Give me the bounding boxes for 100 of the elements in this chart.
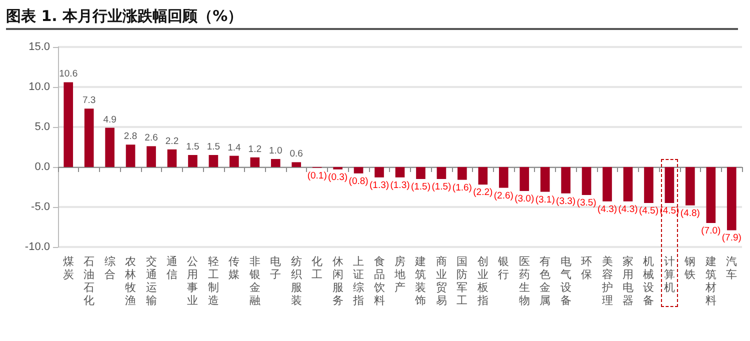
data-label: (1.5) — [432, 182, 452, 192]
x-tick-label: 电气设备 — [560, 255, 572, 307]
bar — [374, 167, 384, 178]
x-tick-label: 有色金属 — [540, 255, 551, 307]
y-tick-label: 15.0 — [28, 41, 50, 53]
y-tick-label: 10.0 — [28, 81, 50, 93]
bar — [436, 167, 446, 179]
data-label: 2.2 — [165, 136, 179, 147]
x-tick-label: 机械设备 — [643, 255, 654, 307]
bar — [664, 167, 674, 203]
x-tick-label: 环保 — [581, 255, 592, 281]
data-label: (1.6) — [452, 182, 472, 194]
bar — [602, 167, 612, 202]
bar — [126, 144, 136, 167]
data-label: (3.3) — [556, 196, 576, 207]
bar — [292, 162, 302, 167]
x-tick-label: 房地产 — [394, 255, 406, 294]
data-label: 1.5 — [186, 142, 200, 152]
data-label: 10.6 — [59, 68, 78, 80]
bar — [520, 167, 530, 191]
data-label: (4.5) — [638, 206, 658, 216]
x-tick-label: 电子 — [270, 255, 282, 281]
data-label: (1.5) — [410, 182, 430, 192]
bar — [84, 108, 94, 167]
x-tick-label: 创业板指 — [476, 255, 488, 307]
x-tick-label: 美容护理 — [600, 255, 613, 307]
x-tick-label: 计算机 — [664, 255, 675, 294]
bar — [726, 167, 736, 230]
x-tick-label: 医药生物 — [518, 255, 530, 307]
data-label: (3.0) — [514, 194, 534, 204]
data-label: 0.6 — [290, 148, 303, 160]
bar — [230, 156, 239, 167]
data-label: (0.8) — [348, 176, 368, 187]
bar — [706, 167, 716, 223]
bar — [458, 167, 467, 180]
data-label: (0.3) — [328, 172, 348, 183]
data-label: (2.2) — [473, 187, 493, 198]
data-label: 7.3 — [82, 95, 96, 106]
data-label: (3.5) — [576, 198, 596, 208]
bar — [686, 167, 695, 206]
x-tick-label: 上证综指 — [352, 255, 364, 307]
x-tick-label: 公用事业 — [187, 255, 198, 307]
bar — [354, 167, 364, 174]
chart-title: 图表 1. 本月行业涨跌幅回顾（%） — [6, 4, 738, 30]
bar — [498, 167, 508, 188]
x-tick-label: 银行 — [497, 255, 510, 281]
bar — [623, 167, 633, 202]
data-label: 1.2 — [248, 144, 262, 155]
data-label: (7.9) — [722, 232, 742, 244]
data-label: (4.3) — [618, 204, 638, 215]
y-tick-label: 0.0 — [34, 161, 50, 173]
x-tick-label: 通信 — [166, 255, 178, 281]
y-tick-label: -10.0 — [24, 241, 50, 253]
x-tick-label: 休闲服务 — [332, 255, 344, 307]
bar — [208, 155, 218, 167]
bar — [188, 155, 198, 167]
bar — [167, 149, 177, 167]
x-tick-label: 化工 — [312, 255, 323, 281]
x-tick-label: 综合 — [104, 255, 116, 281]
x-tick-label: 石油石化 — [84, 255, 95, 307]
x-tick-label: 商业贸易 — [436, 255, 447, 307]
data-label: (1.3) — [390, 180, 410, 191]
data-label: (4.8) — [680, 208, 700, 219]
bar — [478, 167, 488, 185]
y-tick-label: 5.0 — [34, 121, 50, 133]
bar — [270, 159, 280, 167]
x-tick-label: 汽车 — [726, 255, 738, 281]
data-label: (1.3) — [370, 180, 390, 191]
bar — [582, 167, 592, 195]
x-tick-label: 食品饮料 — [372, 255, 385, 307]
data-label: (3.1) — [535, 194, 555, 206]
data-label: 2.8 — [124, 131, 138, 142]
x-tick-label: 建筑材料 — [704, 255, 716, 307]
data-label: 1.4 — [228, 142, 241, 154]
data-label: 2.6 — [144, 132, 158, 144]
bar — [540, 167, 550, 192]
data-label: (2.6) — [494, 190, 514, 202]
data-label: 4.9 — [103, 114, 116, 126]
x-tick-label: 国防军工 — [456, 255, 468, 307]
bar — [64, 82, 74, 167]
bar — [395, 167, 405, 178]
data-label: (7.0) — [701, 226, 721, 236]
x-tick-label: 家用电器 — [622, 255, 634, 307]
data-label: 1.5 — [206, 142, 220, 152]
bar — [416, 167, 426, 179]
bar — [105, 128, 114, 167]
x-tick-label: 非银金融 — [248, 255, 260, 307]
bar — [561, 167, 570, 194]
bar — [644, 167, 654, 203]
x-tick-label: 纺织服装 — [290, 255, 302, 307]
data-label: (0.1) — [307, 170, 327, 182]
x-tick-label: 钢铁 — [684, 255, 696, 281]
y-tick-label: -5.0 — [31, 201, 50, 213]
data-label: (4.3) — [598, 204, 618, 215]
bar — [146, 146, 156, 167]
x-tick-label: 传媒 — [228, 255, 240, 281]
x-tick-label: 农林牧渔 — [124, 255, 136, 307]
x-tick-label: 交通运输 — [146, 255, 157, 307]
x-tick-label: 建筑装饰 — [414, 255, 426, 307]
x-tick-label: 煤炭 — [62, 255, 74, 281]
